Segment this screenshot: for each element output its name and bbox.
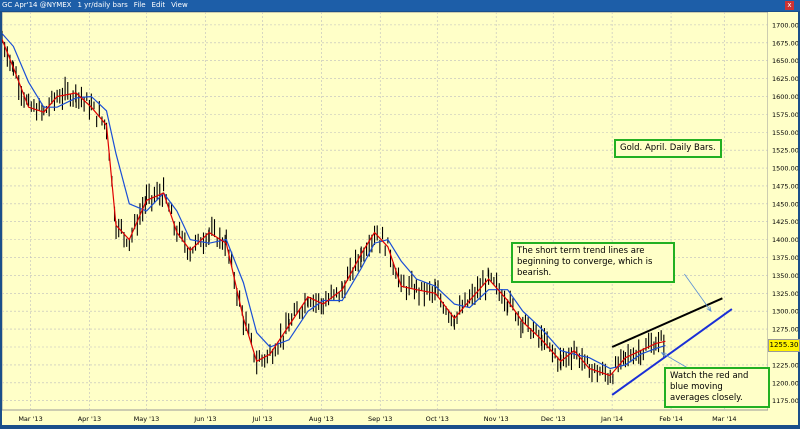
x-tick-label: Mar '13 (18, 415, 42, 423)
chart-title-annotation: Gold. April. Daily Bars. (614, 139, 722, 158)
y-tick-label: 1450.00 (772, 200, 798, 208)
y-tick-label: 1625.00 (772, 75, 798, 83)
x-tick-label: Sep '13 (368, 415, 392, 423)
y-tick-label: 1700.00 (772, 21, 798, 29)
y-tick-label: 1525.00 (772, 147, 798, 155)
y-tick-label: 1500.00 (772, 165, 798, 173)
y-tick-label: 1325.00 (772, 290, 798, 298)
y-axis-panel (768, 12, 798, 425)
chart-canvas: 1175.001200.001225.001250.001275.001300.… (1, 11, 799, 425)
y-tick-label: 1600.00 (772, 93, 798, 101)
x-tick-label: Mar '14 (712, 415, 736, 423)
x-tick-label: Feb '14 (659, 415, 683, 423)
annotation-arrowhead (706, 306, 712, 313)
trendline (611, 308, 733, 396)
chart-toolbar: GC Apr'14 @NYMEX 1 yr/daily bars File Ed… (0, 0, 800, 11)
x-tick-label: Nov '13 (484, 415, 509, 423)
red-moving-average (1, 38, 666, 377)
x-tick-label: May '13 (134, 415, 160, 423)
y-tick-label: 1475.00 (772, 182, 798, 190)
y-tick-label: 1225.00 (772, 361, 798, 369)
menu-edit[interactable]: Edit (151, 1, 166, 9)
trend-note-annotation: The short term trend lines are beginning… (511, 242, 675, 283)
y-tick-label: 1675.00 (772, 39, 798, 47)
close-icon[interactable]: x (785, 1, 794, 10)
last-price-tag: 1255.30 (768, 339, 800, 352)
interval-selector[interactable]: 1 yr/daily bars (77, 1, 128, 9)
y-tick-label: 1550.00 (772, 129, 798, 137)
annotation-arrow (684, 273, 712, 312)
x-tick-label: Dec '13 (541, 415, 566, 423)
price-chart: 1175.001200.001225.001250.001275.001300.… (1, 11, 799, 425)
y-tick-label: 1300.00 (772, 308, 798, 316)
y-tick-label: 1275.00 (772, 326, 798, 334)
x-tick-label: Jan '14 (600, 415, 623, 423)
menu-view[interactable]: View (171, 1, 188, 9)
y-tick-label: 1200.00 (772, 379, 798, 387)
trendline (611, 297, 723, 348)
y-tick-label: 1425.00 (772, 218, 798, 226)
ma-note-annotation: Watch the red and blue moving averages c… (664, 367, 770, 408)
x-tick-label: Jul '13 (251, 415, 272, 423)
x-tick-label: Apr '13 (78, 415, 101, 423)
y-tick-label: 1350.00 (772, 272, 798, 280)
y-tick-label: 1375.00 (772, 254, 798, 262)
menu-file[interactable]: File (133, 1, 146, 9)
blue-moving-average (1, 33, 666, 370)
plot-frame (1, 11, 769, 411)
y-tick-label: 1400.00 (772, 236, 798, 244)
x-tick-label: Jun '13 (193, 415, 216, 423)
symbol-selector[interactable]: GC Apr'14 @NYMEX (2, 1, 72, 9)
x-tick-label: Aug '13 (309, 415, 334, 423)
y-tick-label: 1175.00 (772, 397, 798, 405)
y-tick-label: 1575.00 (772, 111, 798, 119)
y-tick-label: 1650.00 (772, 57, 798, 65)
x-tick-label: Oct '13 (426, 415, 449, 423)
annotation-arrowhead (660, 352, 667, 357)
